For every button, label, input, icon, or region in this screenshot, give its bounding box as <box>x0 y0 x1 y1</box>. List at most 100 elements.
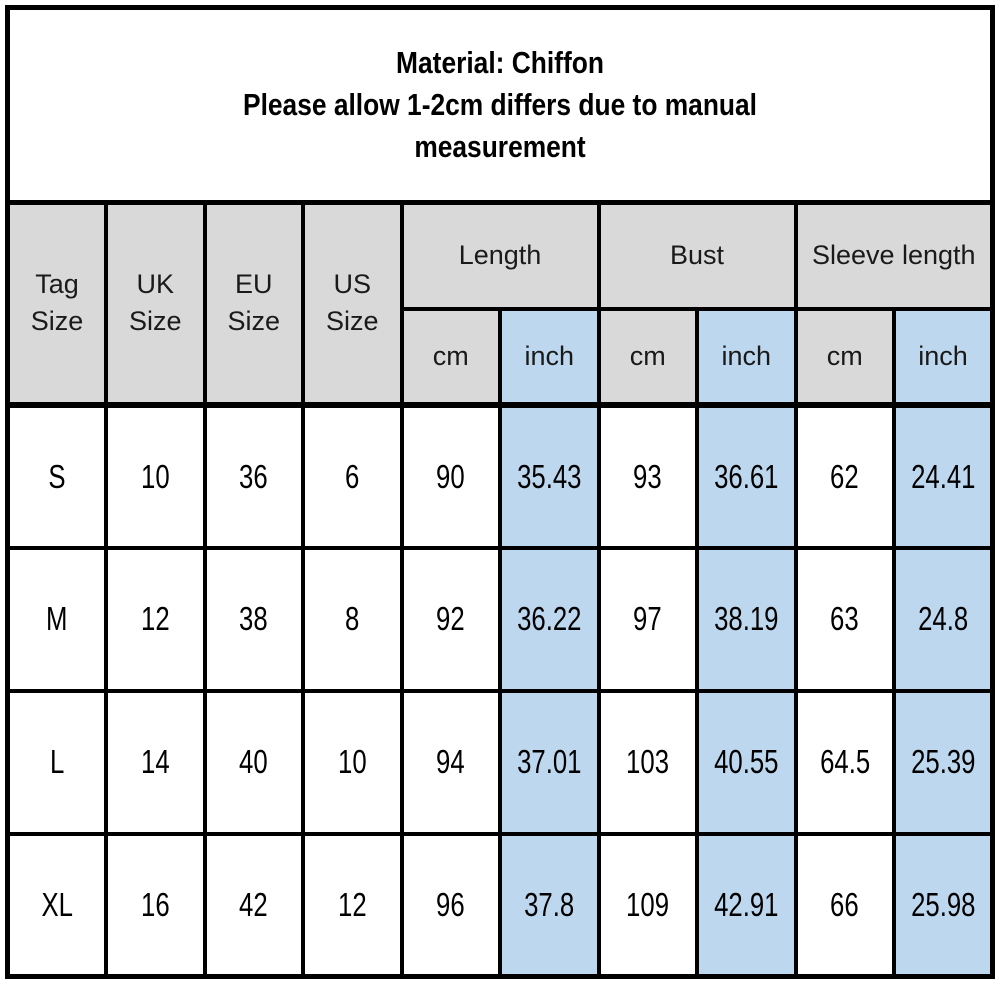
cell-value: 36.61 <box>714 457 779 495</box>
cell-length-inch: 37.01 <box>498 688 601 836</box>
col-header-us-size: US Size <box>301 200 404 408</box>
cell-tag-size: S <box>5 402 108 550</box>
cell-value: 109 <box>626 885 670 923</box>
cell-us-size: 6 <box>301 402 404 550</box>
cell-bust-cm: 103 <box>596 688 699 836</box>
cell-eu-size: 36 <box>202 402 305 550</box>
cell-value: 12 <box>337 885 367 923</box>
cell-value: 97 <box>633 600 663 637</box>
cell-bust-inch: 38.19 <box>695 545 798 693</box>
unit-header-sleeve-cm: cm <box>793 306 896 408</box>
cell-bust-inch: 36.61 <box>695 402 798 550</box>
cell-uk-size: 12 <box>104 545 207 693</box>
size-row-xl: XL 16 42 12 96 37.8 109 42.91 66 25.98 <box>5 831 995 979</box>
cell-value: 24.41 <box>910 457 976 495</box>
cell-us-size: 12 <box>301 831 404 979</box>
cell-uk-size: 10 <box>104 402 207 550</box>
cell-value: 92 <box>436 600 466 637</box>
cell-eu-size: 38 <box>202 545 305 693</box>
cell-sleeve-inch: 24.8 <box>892 545 995 693</box>
cell-value: 8 <box>345 600 360 637</box>
cell-length-cm: 90 <box>399 402 502 550</box>
cell-sleeve-inch: 25.39 <box>892 688 995 836</box>
cell-value: 37.8 <box>524 885 575 923</box>
cell-value: 66 <box>830 885 860 923</box>
cell-bust-inch: 42.91 <box>695 831 798 979</box>
unit-header-sleeve-inch: inch <box>892 306 995 408</box>
cell-value: 38.19 <box>714 600 779 637</box>
col-group-sleeve-length: Sleeve length <box>793 200 995 311</box>
col-group-bust: Bust <box>596 200 798 311</box>
cell-us-size: 8 <box>301 545 404 693</box>
cell-value: 14 <box>140 743 170 780</box>
cell-length-inch: 36.22 <box>498 545 601 693</box>
cell-sleeve-inch: 24.41 <box>892 402 995 550</box>
col-group-length: Length <box>399 200 601 311</box>
cell-value: 36.22 <box>517 600 582 637</box>
table-header-unit-row: cm inch cm inch cm inch <box>8 306 995 408</box>
cell-value: 42 <box>239 885 269 923</box>
cell-value: 62 <box>830 457 860 495</box>
size-table: Tag Size UK Size EU Size US Size Length … <box>5 200 995 979</box>
cell-value: 12 <box>140 600 170 637</box>
cell-length-cm: 92 <box>399 545 502 693</box>
cell-value: L <box>49 743 65 780</box>
unit-header-length-cm: cm <box>399 306 502 408</box>
cell-length-inch: 37.8 <box>498 831 601 979</box>
cell-sleeve-cm: 62 <box>793 402 896 550</box>
cell-value: 10 <box>140 457 170 495</box>
cell-value: 103 <box>626 743 670 780</box>
cell-value: 37.01 <box>517 743 582 780</box>
unit-header-length-inch: inch <box>498 306 601 408</box>
cell-value: 90 <box>436 457 466 495</box>
cell-value: 63 <box>830 600 860 637</box>
cell-sleeve-cm: 64.5 <box>793 688 896 836</box>
cell-us-size: 10 <box>301 688 404 836</box>
cell-sleeve-cm: 63 <box>793 545 896 693</box>
cell-sleeve-inch: 25.98 <box>892 831 995 979</box>
cell-value: 40 <box>239 743 269 780</box>
cell-value: 64.5 <box>819 743 870 780</box>
material-note-line-3: measurement <box>414 129 586 164</box>
cell-value: 42.91 <box>714 885 779 923</box>
cell-bust-cm: 93 <box>596 402 699 550</box>
unit-header-bust-cm: cm <box>596 306 699 408</box>
cell-length-inch: 35.43 <box>498 402 601 550</box>
cell-tag-size: M <box>5 545 108 693</box>
material-note-box: Material: Chiffon Please allow 1-2cm dif… <box>5 5 995 205</box>
cell-value: 96 <box>436 885 466 923</box>
cell-value: 25.98 <box>910 885 976 923</box>
cell-value: M <box>46 600 68 637</box>
cell-value: S <box>48 457 66 495</box>
size-row-l: L 14 40 10 94 37.01 103 40.55 64.5 25.39 <box>5 688 995 836</box>
table-header-group-row: Tag Size UK Size EU Size US Size Length … <box>5 200 995 408</box>
cell-value: 94 <box>436 743 466 780</box>
cell-length-cm: 94 <box>399 688 502 836</box>
cell-value: 16 <box>140 885 170 923</box>
cell-value: 93 <box>633 457 663 495</box>
col-header-uk-size: UK Size <box>104 200 207 408</box>
cell-eu-size: 42 <box>202 831 305 979</box>
unit-header-bust-inch: inch <box>695 306 798 408</box>
col-header-eu-size: EU Size <box>202 200 305 408</box>
cell-value: 10 <box>337 743 367 780</box>
cell-bust-cm: 97 <box>596 545 699 693</box>
cell-value: 6 <box>345 457 360 495</box>
cell-bust-cm: 109 <box>596 831 699 979</box>
cell-length-cm: 96 <box>399 831 502 979</box>
cell-uk-size: 16 <box>104 831 207 979</box>
cell-bust-inch: 40.55 <box>695 688 798 836</box>
cell-value: 36 <box>239 457 269 495</box>
cell-value: XL <box>41 885 73 923</box>
cell-value: 25.39 <box>910 743 976 780</box>
cell-sleeve-cm: 66 <box>793 831 896 979</box>
cell-value: 40.55 <box>714 743 779 780</box>
cell-eu-size: 40 <box>202 688 305 836</box>
material-note-line-2: Please allow 1-2cm differs due to manual <box>242 87 757 122</box>
cell-tag-size: L <box>5 688 108 836</box>
material-note-line-1: Material: Chiffon <box>396 45 604 80</box>
size-row-s: S 10 36 6 90 35.43 93 36.61 62 24.41 <box>5 402 995 550</box>
size-row-m: M 12 38 8 92 36.22 97 38.19 63 24.8 <box>5 545 995 693</box>
cell-value: 38 <box>239 600 269 637</box>
